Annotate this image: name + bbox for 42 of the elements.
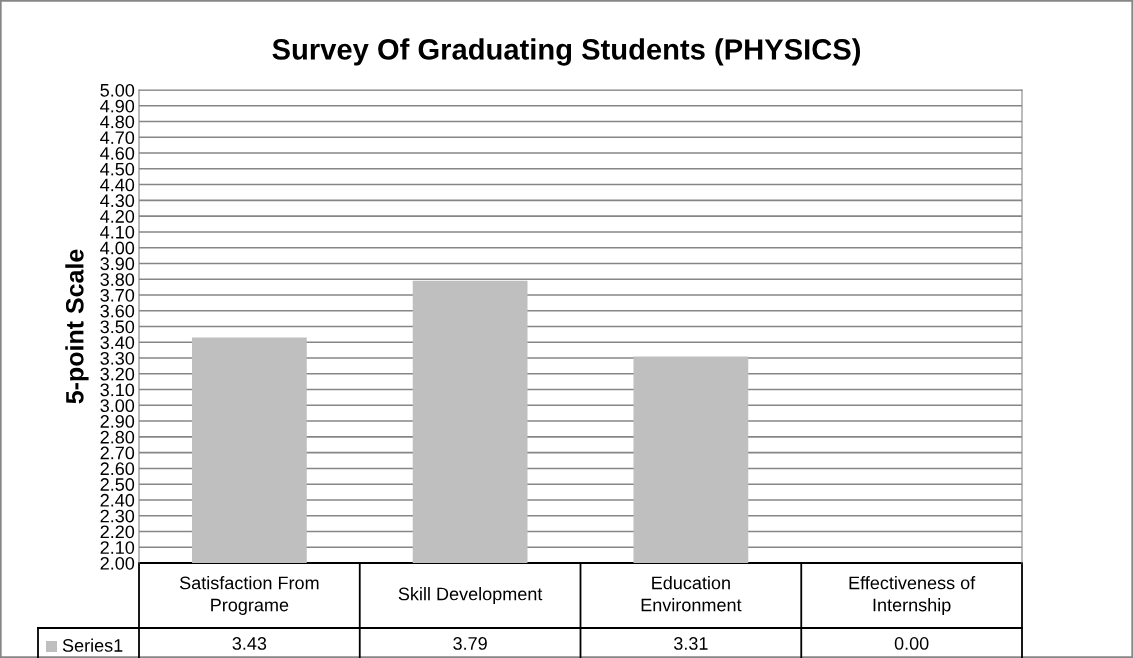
x-tick-label: Skill Development	[398, 587, 543, 604]
y-tick-label: 3.80	[100, 273, 135, 286]
y-tick-label: 2.80	[100, 430, 135, 444]
y-tick-label: 4.50	[100, 162, 135, 176]
y-tick-label: 2.70	[100, 446, 135, 460]
legend-label: Series1	[62, 638, 123, 652]
y-tick-label: 2.90	[100, 415, 135, 428]
x-tick-label: Education Environment	[641, 576, 742, 612]
y-tick-label: 2.00	[100, 556, 135, 570]
x-tick-label: Satisfaction From Programe	[179, 576, 319, 615]
y-tick-label: 3.40	[100, 336, 135, 349]
y-tick-label: 2.40	[100, 493, 135, 507]
y-tick-label: 2.20	[100, 525, 135, 539]
y-tick-label: 5.00	[100, 83, 135, 97]
y-tick-label: 4.00	[100, 241, 135, 255]
text: 0.00	[894, 637, 929, 650]
y-tick-label: 3.90	[100, 257, 135, 271]
y-tick-label: 4.80	[100, 115, 135, 129]
y-tick-label: 4.40	[100, 178, 135, 192]
y-tick-label: 3.70	[100, 288, 135, 302]
x-tick-label: Effectiveness of Internship	[849, 576, 976, 615]
y-tick-label: 3.10	[100, 383, 135, 397]
y-tick-label: 3.00	[100, 399, 135, 413]
data-label: 3.31	[673, 637, 708, 650]
y-tick-label: 3.30	[100, 351, 135, 365]
chart-title: Survey Of Graduating Students (PHYSICS)	[272, 38, 861, 66]
y-tick-label: 4.30	[100, 194, 135, 208]
y-tick-label: 4.60	[100, 147, 135, 160]
y-tick-label: 3.50	[100, 320, 135, 334]
y-tick-label: 4.70	[100, 131, 135, 145]
y-tick-label: 2.50	[100, 478, 135, 491]
y-tick-label: 4.10	[100, 225, 135, 239]
y-tick-label: 4.90	[100, 99, 135, 113]
y-tick-label: 2.10	[100, 541, 135, 554]
y-tick-label: 4.20	[100, 210, 135, 223]
y-tick-label: 2.30	[100, 509, 135, 523]
y-tick-label: 2.60	[100, 462, 135, 476]
data-label: 3.79	[453, 637, 487, 650]
y-tick-label: 3.20	[100, 367, 135, 381]
y-axis-title: 5-point Scale	[65, 249, 89, 404]
y-tick-label: 3.60	[100, 304, 135, 318]
data-label: 3.43	[232, 637, 267, 650]
